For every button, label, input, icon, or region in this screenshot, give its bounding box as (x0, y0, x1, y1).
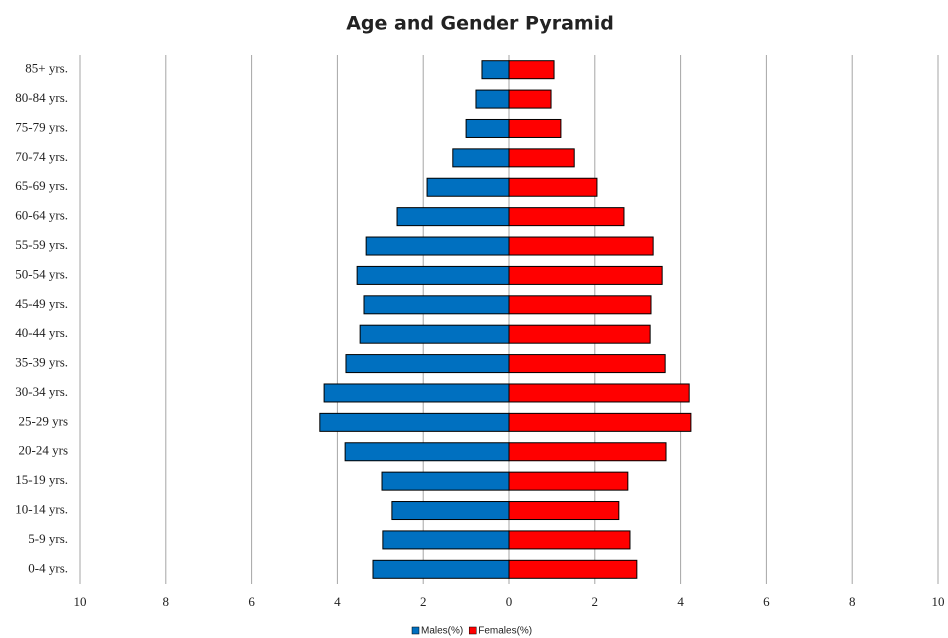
y-tick-label: 5-9 yrs. (28, 531, 68, 546)
legend-swatch (468, 626, 477, 635)
x-tick-label: 8 (849, 594, 856, 609)
bar (382, 530, 510, 550)
x-tick-label: 6 (248, 594, 255, 609)
bar (365, 236, 510, 256)
y-tick-label: 25-29 yrs (19, 413, 68, 428)
bar (508, 118, 562, 138)
x-tick-label: 10 (74, 594, 87, 609)
bar (359, 324, 510, 344)
bar (508, 501, 620, 521)
chart-title: Age and Gender Pyramid (346, 13, 614, 35)
bar (452, 148, 510, 168)
bar (344, 442, 510, 462)
y-tick-label: 0-4 yrs. (28, 560, 68, 575)
x-tick-label: 8 (163, 594, 170, 609)
bar (345, 354, 510, 374)
y-tick-label: 15-19 yrs. (15, 472, 68, 487)
bar (426, 177, 510, 197)
bar (508, 442, 667, 462)
bar (508, 559, 638, 579)
bar (508, 412, 692, 432)
y-tick-label: 65-69 yrs. (15, 178, 68, 193)
bar (475, 89, 510, 109)
y-tick-label: 50-54 yrs. (15, 266, 68, 281)
bar (391, 501, 510, 521)
legend-swatch (411, 626, 420, 635)
bar (508, 530, 631, 550)
x-tick-label: 10 (932, 594, 945, 609)
bar (508, 265, 663, 285)
y-tick-label: 85+ yrs. (25, 61, 68, 76)
bar (508, 354, 666, 374)
y-tick-label: 80-84 yrs. (15, 90, 68, 105)
bar (372, 559, 510, 579)
bar (319, 412, 510, 432)
bar (508, 471, 629, 491)
bar (396, 207, 510, 227)
y-tick-label: 40-44 yrs. (15, 325, 68, 340)
y-tick-label: 35-39 yrs. (15, 355, 68, 370)
bar (508, 148, 575, 168)
bar (508, 177, 598, 197)
x-tick-label: 0 (506, 594, 513, 609)
bar (508, 236, 654, 256)
x-tick-label: 2 (592, 594, 599, 609)
y-tick-label: 10-14 yrs. (15, 502, 68, 517)
legend-label: Males(%) (421, 626, 463, 637)
y-tick-label: 45-49 yrs. (15, 296, 68, 311)
x-tick-label: 4 (334, 594, 341, 609)
bar (323, 383, 510, 403)
bar (381, 471, 510, 491)
bar (508, 207, 625, 227)
y-tick-label: 75-79 yrs. (15, 119, 68, 134)
x-tick-label: 2 (420, 594, 427, 609)
bar (465, 118, 510, 138)
bar (481, 60, 510, 80)
y-tick-label: 60-64 yrs. (15, 208, 68, 223)
legend-label: Females(%) (478, 626, 532, 637)
bar (508, 383, 690, 403)
x-tick-label: 4 (677, 594, 684, 609)
y-tick-label: 55-59 yrs. (15, 237, 68, 252)
bar (508, 324, 651, 344)
y-tick-label: 30-34 yrs. (15, 384, 68, 399)
bar (508, 295, 652, 315)
bar (508, 60, 555, 80)
y-tick-label: 20-24 yrs (19, 443, 68, 458)
bar (508, 89, 552, 109)
bar (356, 265, 510, 285)
y-tick-label: 70-74 yrs. (15, 149, 68, 164)
bar (363, 295, 510, 315)
x-tick-label: 6 (763, 594, 770, 609)
